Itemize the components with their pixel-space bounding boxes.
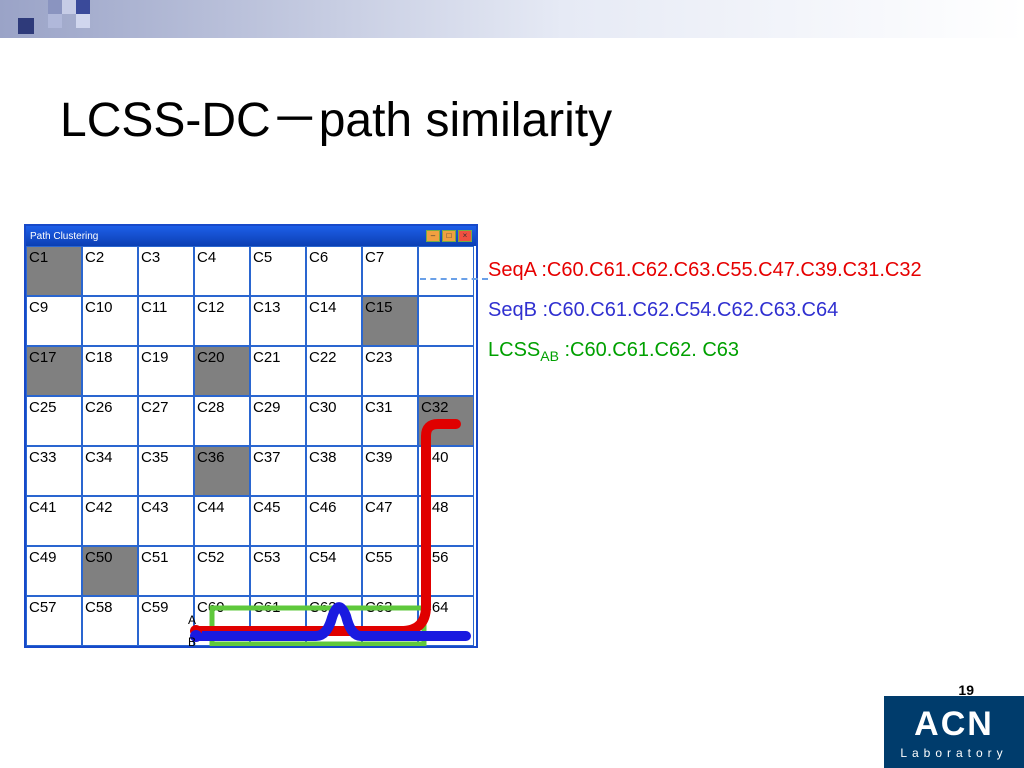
grid-cell: C32 [418,396,474,446]
grid-cell: C1 [26,246,82,296]
grid-cell: C64 [418,596,474,646]
grid-cell: C61 [250,596,306,646]
grid-cell: C50 [82,546,138,596]
grid-cell: C6 [306,246,362,296]
grid-cell: C57 [26,596,82,646]
close-icon[interactable]: × [458,230,472,242]
grid-cell: C41 [26,496,82,546]
grid-cell: C13 [250,296,306,346]
grid-cell: C60 [194,596,250,646]
grid-cell: C52 [194,546,250,596]
window-titlebar: Path Clustering – □ × [26,226,476,246]
grid-cell: C54 [306,546,362,596]
grid-cell: C15 [362,296,418,346]
acn-logo: ACN Laboratory [884,696,1024,768]
grid-cell: C20 [194,346,250,396]
grid-cell: C2 [82,246,138,296]
grid-cell: C53 [250,546,306,596]
window-title: Path Clustering [30,231,98,242]
grid-cell: C48 [418,496,474,546]
grid-cell: C42 [82,496,138,546]
grid-cell [418,346,474,396]
grid-cell: C39 [362,446,418,496]
maximize-icon[interactable]: □ [442,230,456,242]
grid-cell: C12 [194,296,250,346]
grid-cell: C40 [418,446,474,496]
grid-cell: C49 [26,546,82,596]
grid-cell: C30 [306,396,362,446]
grid-cell: C34 [82,446,138,496]
lcss-text: LCSSAB :C60.C61.C62. C63 [488,330,922,370]
grid-cell: C59 [138,596,194,646]
logo-big: ACN [914,705,994,744]
grid-cell: C44 [194,496,250,546]
lcss-rest: :C60.C61.C62. C63 [559,339,739,361]
grid-cell: C29 [250,396,306,446]
grid-cell: C33 [26,446,82,496]
grid-cell: C31 [362,396,418,446]
grid-cell: C3 [138,246,194,296]
grid-cell: C5 [250,246,306,296]
grid-cell: C17 [26,346,82,396]
grid-cell: C51 [138,546,194,596]
grid-cell: C43 [138,496,194,546]
window-buttons: – □ × [426,230,472,242]
grid-cell: C26 [82,396,138,446]
grid-cell: C58 [82,596,138,646]
grid-cell: C4 [194,246,250,296]
grid-cell [418,296,474,346]
grid-cell: C63 [362,596,418,646]
grid-cell: C36 [194,446,250,496]
grid-cell [418,246,474,296]
seq-b-text: SeqB :C60.C61.C62.C54.C62.C63.C64 [488,290,922,330]
minimize-icon[interactable]: – [426,230,440,242]
cell-grid: C1C2C3C4C5C6C7 C9C10C11C12C13C14C15 C17C18… [26,246,476,646]
grid-cell: C37 [250,446,306,496]
grid-cell: C45 [250,496,306,546]
grid-cell: C35 [138,446,194,496]
lcss-prefix: LCSS [488,339,540,361]
grid-cell: C22 [306,346,362,396]
sequence-labels: SeqA :C60.C61.C62.C63.C55.C47.C39.C31.C3… [488,250,922,370]
lcss-sub: AB [540,348,559,364]
grid-cell: C27 [138,396,194,446]
grid-cell: C56 [418,546,474,596]
page-title: LCSS-DC－path similarity [60,80,612,150]
grid-cell: C47 [362,496,418,546]
grid-cell: C25 [26,396,82,446]
grid-cell: C14 [306,296,362,346]
grid-cell: C21 [250,346,306,396]
seq-a-text: SeqA :C60.C61.C62.C63.C55.C47.C39.C31.C3… [488,250,922,290]
grid-cell: C38 [306,446,362,496]
grid-cell: C7 [362,246,418,296]
grid-cell: C46 [306,496,362,546]
grid-cell: C11 [138,296,194,346]
path-window: Path Clustering – □ × C1C2C3C4C5C6C7C9C1… [24,224,478,648]
grid-cell: C10 [82,296,138,346]
grid-cell: C18 [82,346,138,396]
grid-cell: C19 [138,346,194,396]
grid-cell: C62 [306,596,362,646]
grid-cell: C23 [362,346,418,396]
header-band [0,0,1024,38]
grid-cell: C28 [194,396,250,446]
grid-cell: C9 [26,296,82,346]
logo-small: Laboratory [900,746,1007,760]
grid-cell: C55 [362,546,418,596]
callout-line [420,278,488,280]
